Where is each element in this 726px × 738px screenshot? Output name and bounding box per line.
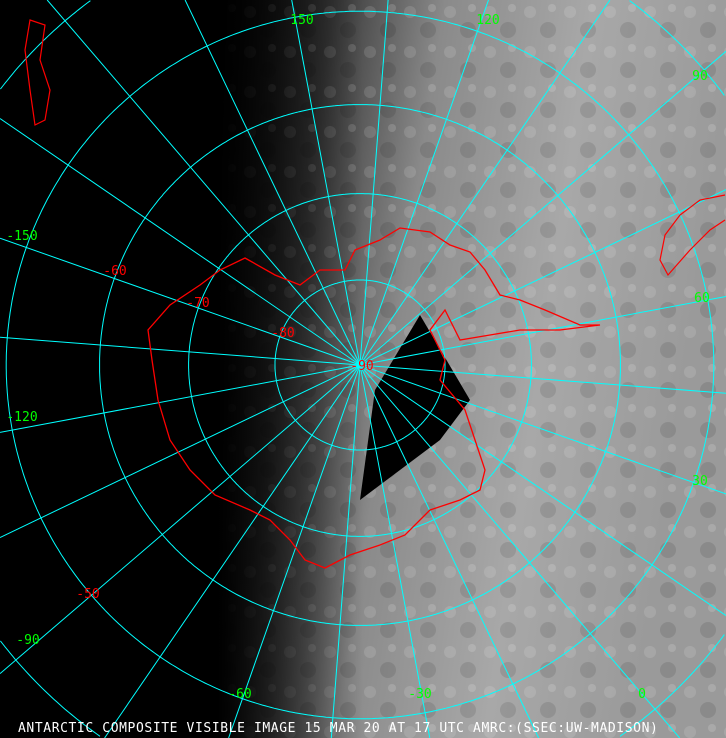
longitude-label: -30 — [408, 687, 431, 702]
meridian-line — [359, 0, 489, 366]
meridian-line — [359, 364, 726, 495]
longitude-label: -60 — [228, 687, 251, 702]
meridian-line — [359, 364, 726, 617]
longitude-label: -120 — [6, 410, 37, 425]
meridian-line — [359, 364, 726, 394]
meridian-line — [0, 364, 361, 433]
latitude-circle — [99, 104, 621, 626]
south-america-coastline — [659, 194, 726, 277]
longitude-label: 120 — [476, 13, 499, 28]
longitude-label: -150 — [6, 229, 37, 244]
longitude-label: 90 — [692, 69, 708, 84]
meridian-line — [359, 0, 611, 366]
longitude-label: 0 — [638, 687, 646, 702]
meridian-line — [359, 50, 726, 366]
meridian-line — [359, 189, 726, 366]
meridian-line — [0, 336, 361, 366]
longitude-label: 30 — [692, 474, 708, 489]
grid-labels: -90 -80 -70 -60 -50 150 120 90 60 30 0 -30 -60 -90 -12… — [6, 13, 709, 702]
meridian-line — [359, 364, 431, 738]
meridian-line — [184, 0, 361, 366]
meridian-line — [46, 0, 361, 366]
meridian-line — [0, 118, 361, 366]
meridian-line — [291, 0, 361, 366]
missing-data-wedge — [360, 315, 470, 500]
meridian-line — [359, 296, 726, 366]
latitude-circle — [188, 193, 532, 537]
new-zealand-coastline — [24, 19, 51, 126]
meridian-line — [0, 237, 361, 366]
longitude-label: 60 — [694, 291, 710, 306]
meridian-line — [228, 364, 361, 738]
antarctica-coastline — [147, 227, 601, 569]
latitude-circle — [5, 10, 715, 720]
image-caption: ANTARCTIC COMPOSITE VISIBLE IMAGE 15 MAR… — [18, 721, 659, 736]
longitude-label: 150 — [290, 13, 313, 28]
longitude-label: -90 — [16, 633, 39, 648]
latitude-label: -70 — [186, 296, 209, 311]
latitude-label: -90 — [350, 359, 373, 374]
latitude-circle — [274, 279, 446, 451]
meridian-line — [104, 364, 361, 738]
latitude-label: -80 — [271, 326, 294, 341]
meridian-line — [0, 364, 361, 674]
meridian-line — [359, 364, 681, 738]
latitude-label: -60 — [103, 264, 126, 279]
meridian-line — [359, 364, 540, 738]
latitude-label: -50 — [76, 587, 99, 602]
meridian-line — [330, 364, 361, 738]
meridian-line — [0, 364, 361, 538]
meridian-line — [359, 0, 389, 366]
